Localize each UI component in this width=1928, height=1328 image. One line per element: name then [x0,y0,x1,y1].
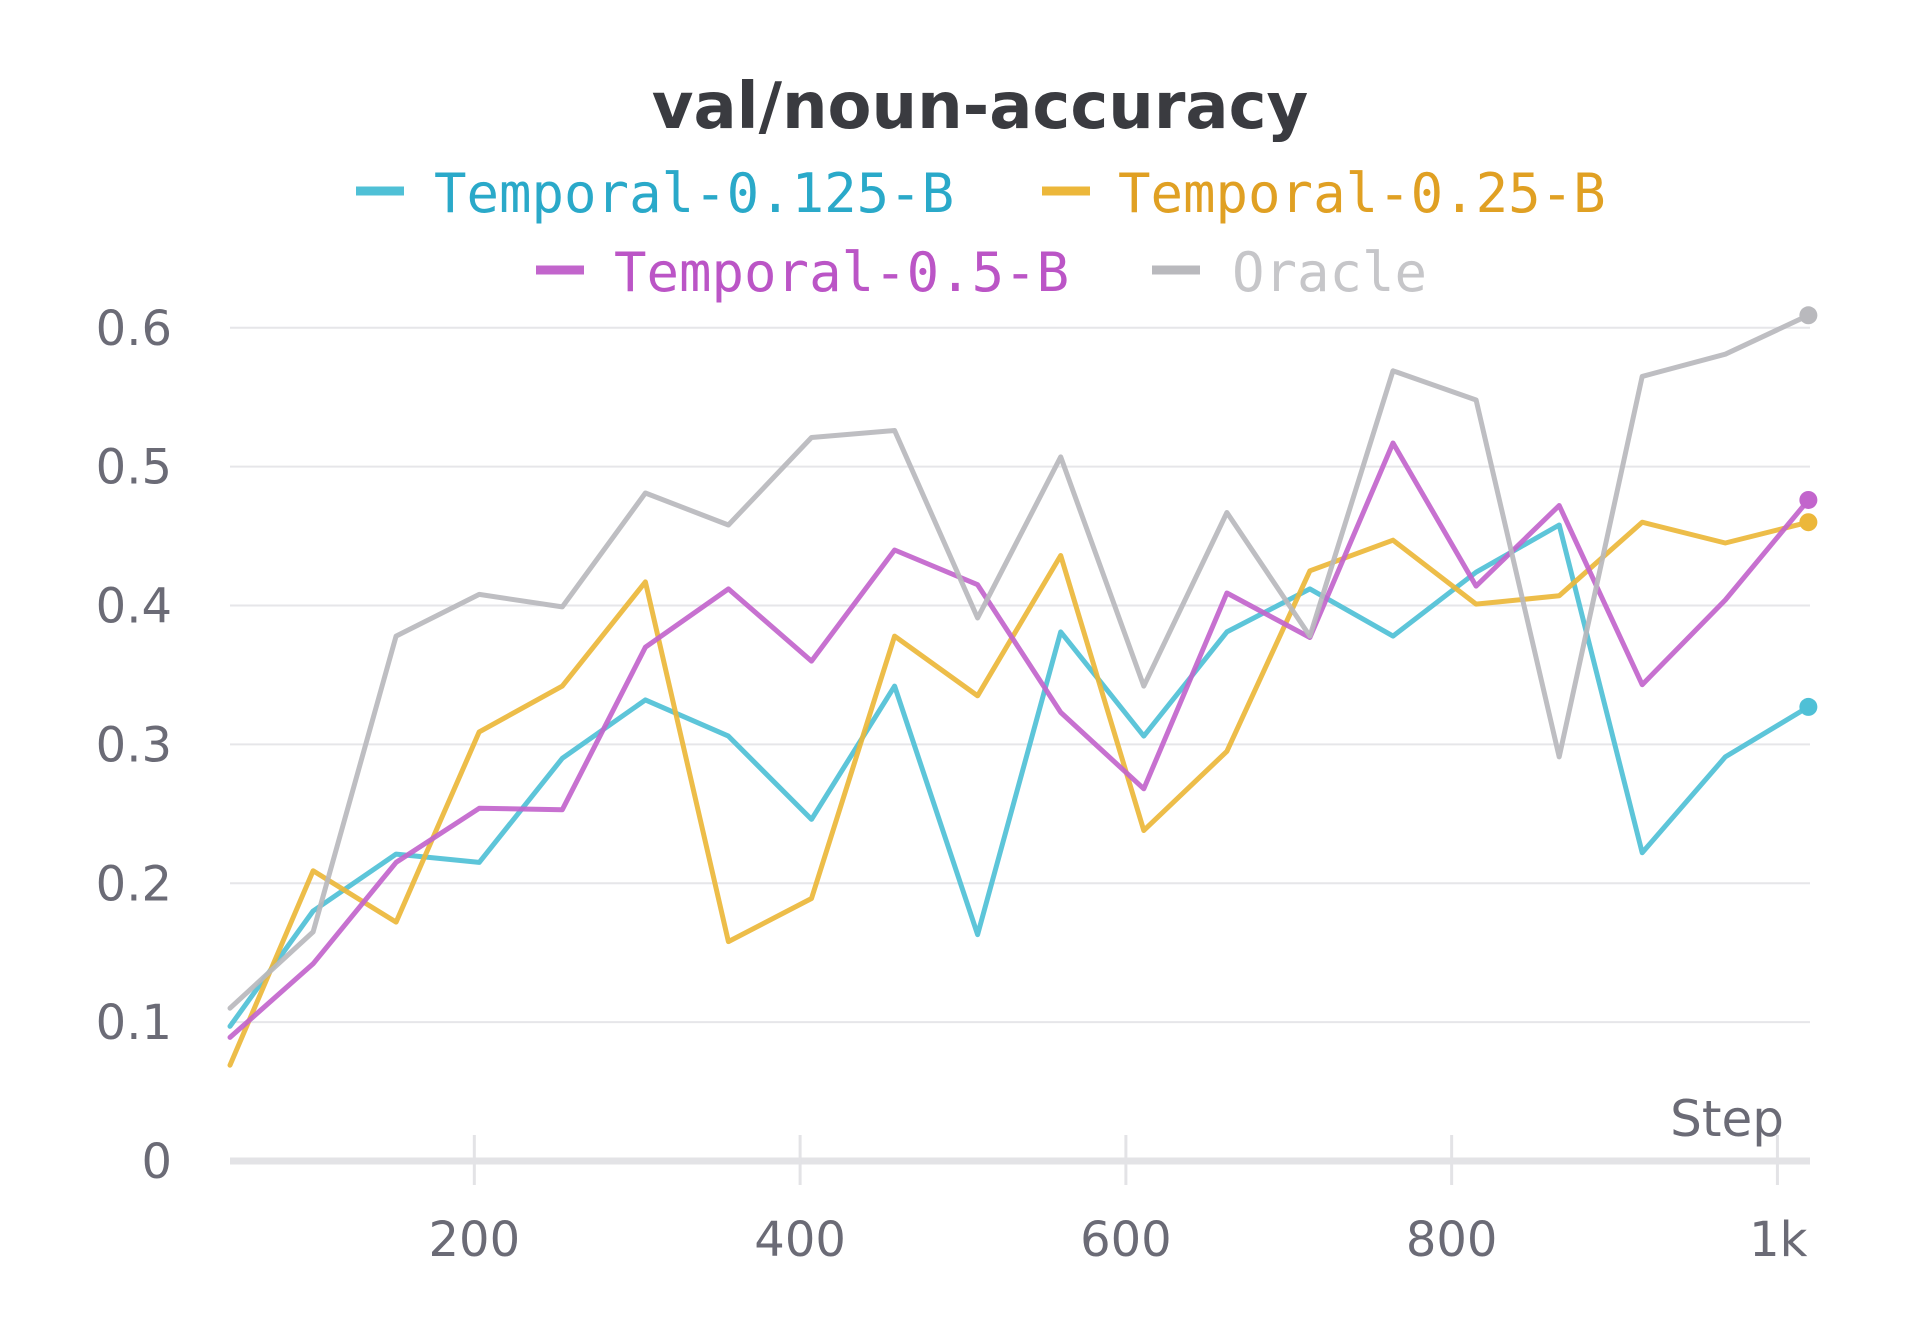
y-tick-label: 0.6 [96,301,172,357]
series-lines [227,312,1811,1068]
series-end-point-temporal-0-5-b[interactable] [1799,490,1818,509]
x-axis-ticks: 200 400 600 800 1k [429,1135,1808,1268]
x-tick-label: 200 [429,1212,521,1268]
series-end-point-temporal-0-125-b[interactable] [1799,697,1818,716]
series-line-oracle[interactable] [227,312,1811,1011]
x-tick-label: 400 [754,1212,846,1268]
y-tick-label: 0.1 [96,995,172,1051]
x-axis-label: Step [1670,1090,1784,1148]
legend-label: Temporal-0.5-B [614,241,1069,304]
y-axis: 0 0.1 0.2 0.3 0.4 0.5 0.6 [96,301,172,1190]
x-tick-label: 1k [1749,1212,1808,1268]
legend-item-oracle[interactable]: Oracle [1152,241,1427,304]
series-line-temporal-0-5-b[interactable] [227,440,1811,1040]
y-tick-label: 0.5 [96,440,172,496]
legend-label: Temporal-0.25-B [1118,162,1606,225]
series-line-temporal-0-25-b[interactable] [227,519,1811,1068]
legend-item-temporal-025-b[interactable]: Temporal-0.25-B [1042,162,1606,225]
chart-title: val/noun-accuracy [652,70,1308,144]
y-tick-label: 0.3 [96,717,172,773]
legend-item-temporal-0125-b[interactable]: Temporal-0.125-B [356,162,954,225]
series-end-point-temporal-0-25-b[interactable] [1799,513,1818,532]
gridlines [230,326,1810,1024]
legend: Temporal-0.125-B Temporal-0.25-B Tempora… [356,162,1606,304]
legend-label: Oracle [1232,241,1427,304]
series-end-markers [1799,306,1818,716]
legend-item-temporal-05-b[interactable]: Temporal-0.5-B [536,241,1069,304]
y-tick-label: 0.4 [96,579,172,635]
y-tick-label: 0.2 [96,856,172,912]
x-tick-label: 800 [1406,1212,1498,1268]
series-line-temporal-0-125-b[interactable] [227,522,1811,1029]
series-end-point-oracle[interactable] [1799,306,1818,325]
x-tick-label: 600 [1080,1212,1172,1268]
y-tick-label: 0 [141,1134,172,1190]
legend-label: Temporal-0.125-B [434,162,954,225]
